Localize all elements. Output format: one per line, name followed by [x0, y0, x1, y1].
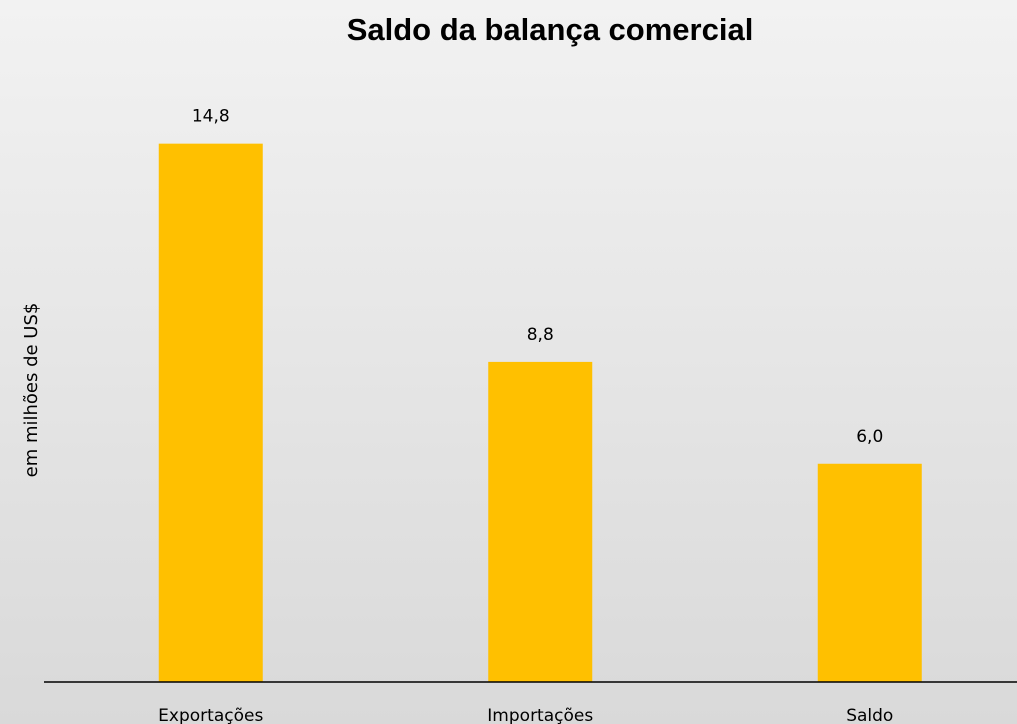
- bar: [817, 463, 922, 682]
- x-tick-label: Saldo: [846, 706, 893, 724]
- bar: [158, 143, 263, 682]
- chart-title: Saldo da balança comercial: [347, 12, 754, 47]
- bar: [488, 361, 593, 682]
- data-label: 6,0: [856, 427, 883, 447]
- x-tick-label: Exportações: [158, 706, 263, 724]
- data-label: 14,8: [192, 107, 230, 127]
- data-label: 8,8: [527, 325, 554, 345]
- x-tick-label: Importações: [487, 706, 593, 724]
- y-axis-label: em milhões de US$: [21, 303, 42, 478]
